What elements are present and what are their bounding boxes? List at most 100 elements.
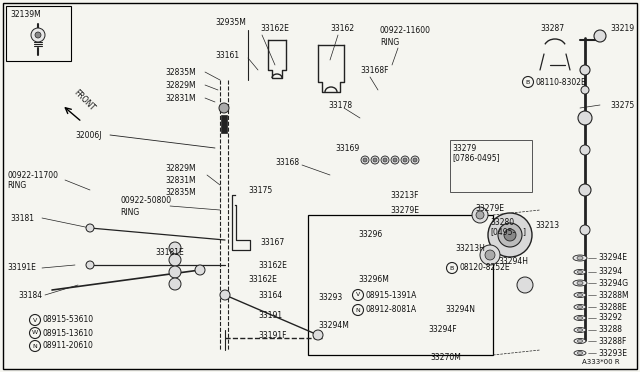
Text: 33213F: 33213F <box>390 190 419 199</box>
Text: 33293: 33293 <box>318 294 342 302</box>
Text: 33168: 33168 <box>275 157 299 167</box>
Text: 33162E: 33162E <box>248 276 277 285</box>
Circle shape <box>476 211 484 219</box>
Circle shape <box>580 225 590 235</box>
Circle shape <box>403 158 407 162</box>
Text: N: N <box>33 343 37 349</box>
Circle shape <box>313 330 323 340</box>
Ellipse shape <box>574 339 586 343</box>
Text: 33288: 33288 <box>598 326 622 334</box>
Text: ]: ] <box>522 228 525 237</box>
Circle shape <box>86 224 94 232</box>
Text: RING: RING <box>120 208 140 217</box>
Circle shape <box>578 111 592 125</box>
Text: 33161: 33161 <box>215 51 239 60</box>
Text: 33288M: 33288M <box>598 291 628 299</box>
Text: 33288F: 33288F <box>598 337 627 346</box>
Text: 32935M: 32935M <box>215 17 246 26</box>
Text: 08915-53610: 08915-53610 <box>42 315 93 324</box>
Text: 33191F: 33191F <box>258 331 287 340</box>
Text: 32829M: 32829M <box>165 164 196 173</box>
Text: 33219: 33219 <box>610 23 634 32</box>
Text: 32831M: 32831M <box>165 176 196 185</box>
Ellipse shape <box>577 294 582 296</box>
Circle shape <box>381 156 389 164</box>
Circle shape <box>485 250 495 260</box>
Circle shape <box>35 32 41 38</box>
Circle shape <box>413 158 417 162</box>
Circle shape <box>498 223 522 247</box>
Text: 33294: 33294 <box>598 267 622 276</box>
Circle shape <box>517 277 533 293</box>
Ellipse shape <box>574 350 586 356</box>
Circle shape <box>391 156 399 164</box>
Text: 33169: 33169 <box>335 144 359 153</box>
Text: 33181E: 33181E <box>155 247 184 257</box>
Text: RING: RING <box>7 180 26 189</box>
Circle shape <box>504 229 516 241</box>
Text: A333*00 R: A333*00 R <box>582 359 620 365</box>
Text: 32831M: 32831M <box>165 93 196 103</box>
Text: 33294H: 33294H <box>498 257 528 266</box>
Text: 32829M: 32829M <box>165 80 196 90</box>
Circle shape <box>220 290 230 300</box>
Circle shape <box>580 145 590 155</box>
Ellipse shape <box>577 352 582 355</box>
Text: 33294F: 33294F <box>428 326 456 334</box>
Text: 33293E: 33293E <box>598 349 627 357</box>
Text: [0495-: [0495- <box>490 228 515 237</box>
Circle shape <box>195 265 205 275</box>
Text: 08915-1391A: 08915-1391A <box>366 291 417 299</box>
Circle shape <box>579 184 591 196</box>
Text: 33175: 33175 <box>248 186 272 195</box>
Circle shape <box>373 158 377 162</box>
Text: B: B <box>450 266 454 270</box>
Text: 32006J: 32006J <box>75 131 102 140</box>
Circle shape <box>488 213 532 257</box>
Text: FRONT: FRONT <box>72 88 97 112</box>
Text: 33294M: 33294M <box>318 321 349 330</box>
Text: 33184: 33184 <box>18 291 42 299</box>
Circle shape <box>169 254 181 266</box>
Text: 33279E: 33279E <box>475 203 504 212</box>
Text: 08110-8302B: 08110-8302B <box>536 77 587 87</box>
Ellipse shape <box>574 315 586 321</box>
Circle shape <box>480 245 500 265</box>
Circle shape <box>371 156 379 164</box>
Bar <box>308 215 493 355</box>
Bar <box>450 140 532 192</box>
Text: 33162: 33162 <box>330 23 354 32</box>
Circle shape <box>411 156 419 164</box>
Text: 33275: 33275 <box>610 100 634 109</box>
Circle shape <box>401 156 409 164</box>
Text: 33270M: 33270M <box>430 353 461 362</box>
Ellipse shape <box>574 305 586 310</box>
Ellipse shape <box>577 270 582 273</box>
Text: W: W <box>32 330 38 336</box>
Circle shape <box>594 30 606 42</box>
Text: 33294N: 33294N <box>445 305 475 314</box>
Text: 33279E: 33279E <box>390 205 419 215</box>
Text: 33213H: 33213H <box>455 244 485 253</box>
Ellipse shape <box>577 281 583 285</box>
Bar <box>6 6 71 61</box>
Text: RING: RING <box>380 38 399 46</box>
Text: V: V <box>33 317 37 323</box>
Text: 08915-13610: 08915-13610 <box>42 328 93 337</box>
Ellipse shape <box>574 292 586 298</box>
Ellipse shape <box>577 340 582 343</box>
Ellipse shape <box>574 269 586 275</box>
Text: 32835M: 32835M <box>165 187 196 196</box>
Circle shape <box>169 242 181 254</box>
Text: B: B <box>526 80 530 84</box>
Text: 33168F: 33168F <box>360 65 388 74</box>
Text: 33296M: 33296M <box>358 276 389 285</box>
Circle shape <box>31 28 45 42</box>
Circle shape <box>393 158 397 162</box>
Ellipse shape <box>573 255 587 261</box>
Ellipse shape <box>574 327 586 333</box>
Text: 33294E: 33294E <box>598 253 627 263</box>
Text: 32139M: 32139M <box>10 10 41 19</box>
Circle shape <box>86 261 94 269</box>
Text: 33279: 33279 <box>452 144 476 153</box>
